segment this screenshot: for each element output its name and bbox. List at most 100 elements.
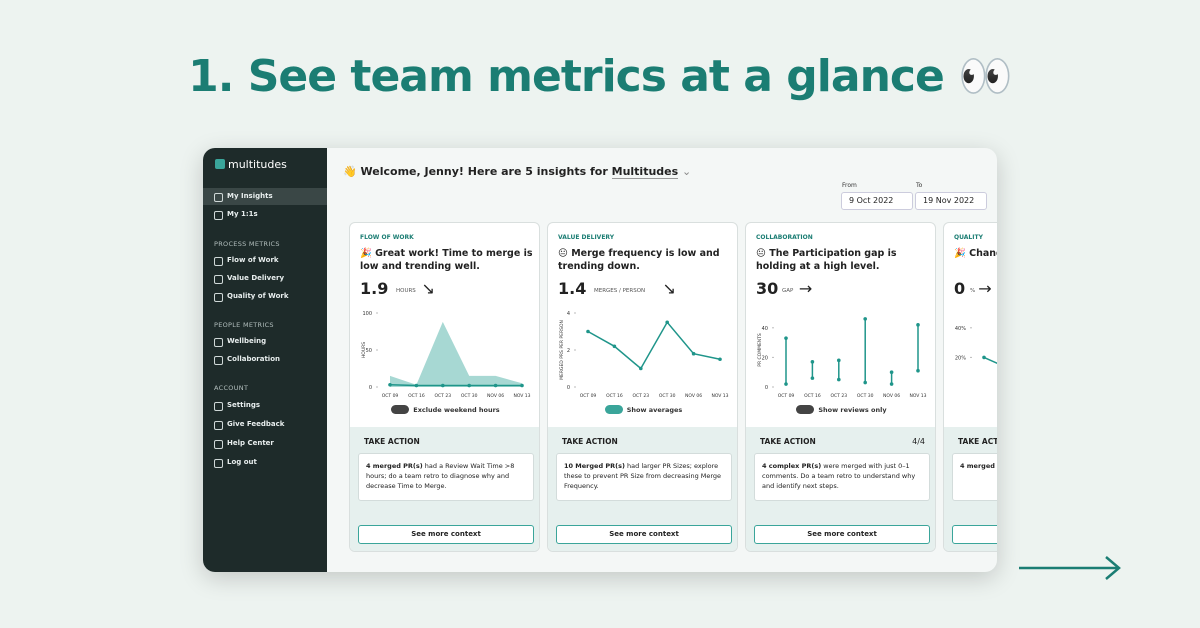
action-text: 4 complex PR(s) were merged with just 0–… [754,453,930,501]
toggle[interactable]: Exclude weekend hours [350,405,539,414]
trend-arrow: → [798,279,813,298]
x-tick-label: OCT 23 [633,393,650,399]
y-tick-label: 40% [955,326,966,332]
logo-text: multitudes [228,158,287,171]
mini-chart: 20% 40% [955,326,997,365]
y-tick-label: 100 [362,311,372,317]
point [388,382,392,387]
section-label: ACCOUNT [214,384,249,392]
nav-item[interactable]: Settings [203,397,327,414]
y-tick-label: 4 [567,311,570,317]
team-select[interactable]: Multitudes [611,165,679,179]
point [691,351,696,356]
low-point [784,382,788,386]
action-panel: TAKE ACTION 4/4 4 complex PR(s) were merge… [746,427,935,551]
x-tick-label: OCT 16 [804,393,821,399]
toggle[interactable]: Show averages [548,405,737,414]
action-title: TAKE ACTION [958,437,997,446]
nav-item[interactable]: Quality of Work [203,288,327,305]
more-button[interactable]: See more context [358,525,534,544]
x-tick-label: NOV 06 [685,393,702,399]
y-axis-label: MERGED PRS PER PERSON [559,320,565,380]
action-bold: 4 complex PR(s) [762,462,822,470]
metric-value: 0 [954,279,966,298]
more-button[interactable]: See more context [556,525,732,544]
metric-unit: MERGES / PERSON [594,288,646,294]
point [586,329,590,334]
high-point [916,323,920,327]
main: 👋 Welcome, Jenny! Here are 5 insights fo… [327,148,997,572]
point [441,383,445,388]
y-tick-label: 2 [567,348,570,354]
y-axis-label: HOURS [361,342,367,358]
y-tick-label: 0 [567,385,570,391]
insight-card: COLLABORATION 😐 The Participation gap is … [745,222,936,552]
metric-unit: GAP [782,288,794,294]
action-bold: 4 merged PR(s) [960,462,997,470]
y-axis-label: PR COMMENTS [757,333,763,367]
nav-item[interactable]: Log out [203,454,327,471]
to-date[interactable]: 19 Nov 2022 [915,192,987,210]
category: COLLABORATION [756,234,813,241]
arrow [1019,556,1121,580]
x-tick-label: OCT 09 [778,393,795,399]
toggle[interactable]: Show reviews only [746,405,935,414]
headline: 🎉 Change [954,248,997,259]
to-label: To [916,182,923,189]
high-point [889,370,894,374]
action-rest: were merged with just 0–1 comments. Do a… [762,462,916,490]
nav-item[interactable]: Collaboration [203,351,327,368]
toggle-label: Show reviews only [818,406,887,414]
metric-value: 1.9 [360,279,389,298]
action-rest: had a Review Wait Time >8 hours; do a te… [366,462,515,490]
y-tick-label: 20 [762,355,768,361]
toggle-label: Show averages [626,406,683,414]
logo: multitudes [215,158,287,171]
x-tick-label: OCT 23 [831,393,848,399]
insight-card: QUALITY 🎉 Change 0%→ 20% 40% TAKE ACTION 4 mer… [943,222,997,552]
pager: 4/4 [912,437,925,446]
trend-arrow: ↘ [421,279,435,298]
x-tick-label: OCT 30 [659,393,676,399]
low-point [863,380,867,385]
nav-item[interactable]: Flow of Work [203,252,327,269]
from-date[interactable]: 9 Oct 2022 [841,192,913,210]
action-text: 4 merged PR(s) had a Review Wait Time >8… [358,453,534,501]
mini-chart: 0 50 100 HOURS OCT 09 OCT 16 OCT 23 OCT 30 NOV 0… [361,311,531,399]
category: FLOW OF WORK [360,234,414,241]
action-rest: had larger PR Sizes; explore these to pr… [564,462,722,490]
point [639,366,643,371]
point [665,320,669,325]
low-point [916,368,920,373]
nav-item[interactable]: My 1:1s [203,206,327,223]
x-tick-label: OCT 23 [435,393,452,399]
high-point [784,336,788,340]
point [982,355,986,360]
toggle-switch [391,405,410,414]
x-tick-label: NOV 13 [513,393,530,399]
y-tick-label: 0 [369,385,372,391]
section-label: PEOPLE METRICS [214,321,274,329]
low-point [889,382,894,386]
y-tick-label: 50 [366,348,372,354]
nav-item[interactable]: Wellbeing [203,333,327,350]
nav-item[interactable]: Help Center [203,435,327,452]
more-button[interactable]: See more context [754,525,930,544]
metric-unit: HOURS [396,288,416,294]
high-point [810,360,815,364]
x-tick-label: OCT 16 [606,393,623,399]
x-tick-label: OCT 30 [857,393,874,399]
from-label: From [842,182,857,189]
range-area [390,321,522,387]
nav-item[interactable]: Give Feedback [203,416,327,433]
more-button[interactable]: See more context [952,525,997,544]
x-tick-label: NOV 06 [883,393,900,399]
point [612,344,617,349]
toggle-switch [604,405,623,414]
nav-item[interactable]: My Insights [203,188,327,205]
nav-item[interactable]: Value Delivery [203,270,327,287]
action-panel: TAKE ACTION 4 merged PR(s) See more contex… [944,427,997,551]
